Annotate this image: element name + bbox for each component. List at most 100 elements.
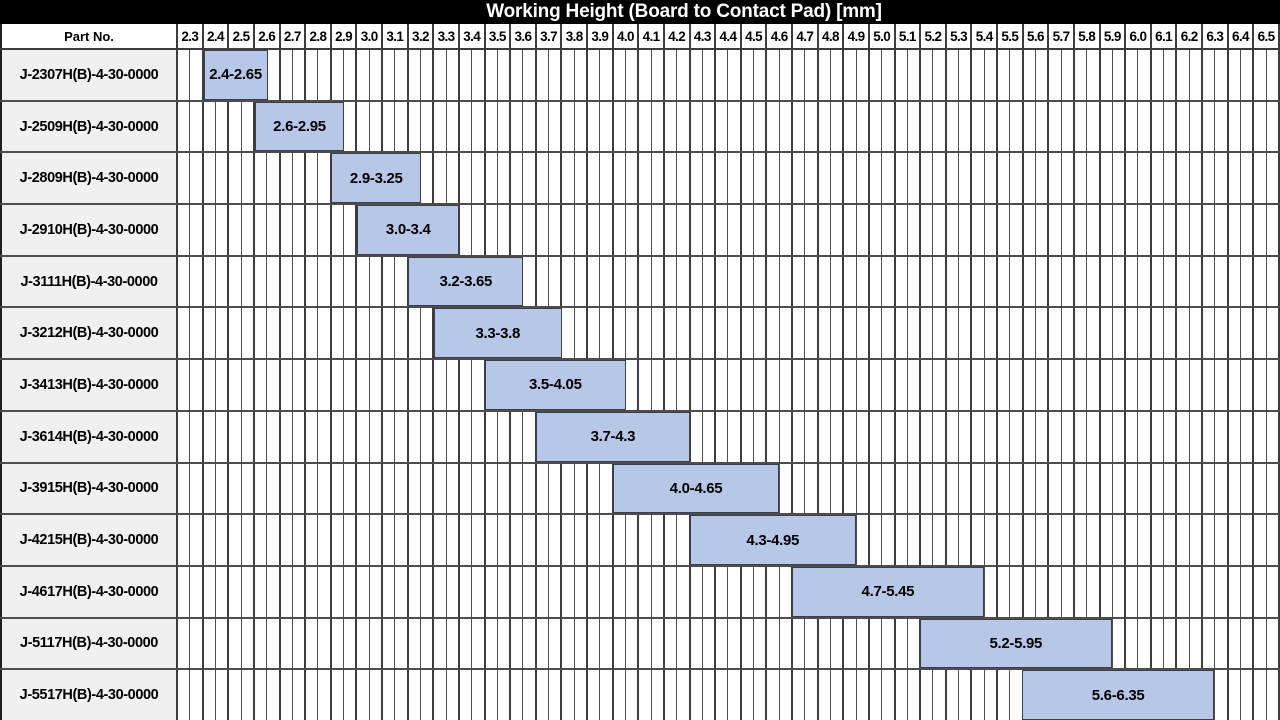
grid-cell	[765, 308, 778, 359]
part-number-cell: J-4215H(B)-4-30-0000	[0, 515, 178, 565]
grid-cell	[178, 619, 189, 669]
grid-cell	[906, 50, 919, 100]
grid-cell	[867, 360, 881, 410]
grid-cell	[1149, 411, 1163, 462]
grid-cell	[240, 153, 253, 204]
grid-cell	[214, 308, 227, 359]
axis-tick-label: 3.0	[355, 24, 381, 48]
row-grid: 4.3-4.95	[178, 515, 1280, 565]
grid-cell	[1098, 50, 1112, 100]
grid-cell	[381, 256, 394, 307]
grid-cell	[906, 411, 919, 462]
grid-cell	[714, 205, 727, 255]
grid-cell	[573, 618, 586, 669]
grid-cell	[983, 50, 996, 100]
grid-cell	[240, 566, 253, 617]
grid-cell	[483, 463, 497, 514]
grid-cell	[291, 153, 304, 204]
grid-cell	[1265, 618, 1278, 669]
grid-cell	[893, 670, 907, 720]
grid-cell	[266, 618, 278, 669]
grid-cell	[227, 256, 240, 307]
grid-cell	[611, 618, 625, 669]
grid-cell	[676, 50, 688, 100]
grid-cell	[586, 670, 599, 720]
grid-cell	[252, 205, 266, 255]
part-number-cell: J-2307H(B)-4-30-0000	[0, 50, 178, 100]
grid-cell	[919, 153, 932, 204]
grid-cell	[548, 515, 560, 565]
grid-cell	[662, 670, 676, 720]
grid-cell	[1047, 463, 1060, 514]
grid-cell	[996, 463, 1009, 514]
part-number-cell: J-2910H(B)-4-30-0000	[0, 205, 178, 255]
grid-cell	[1124, 463, 1137, 514]
grid-cell	[457, 566, 471, 617]
grid-cell	[522, 101, 534, 152]
grid-cell	[1047, 308, 1060, 359]
grid-cell	[1086, 308, 1098, 359]
grid-cell	[1188, 566, 1201, 617]
grid-cell	[944, 463, 958, 514]
grid-cell	[1098, 101, 1112, 152]
grid-cell	[573, 670, 586, 720]
grid-cell	[406, 256, 420, 307]
grid-cell	[1034, 515, 1047, 565]
grid-cell	[1009, 566, 1021, 617]
row-grid: 4.7-5.45	[178, 566, 1280, 617]
grid-cell	[650, 618, 663, 669]
grid-cell	[816, 670, 830, 720]
grid-cell	[1111, 256, 1124, 307]
grid-cell	[534, 618, 548, 669]
grid-cell	[701, 50, 714, 100]
grid-cell	[201, 256, 215, 307]
grid-cell	[739, 205, 753, 255]
grid-cell	[1201, 463, 1214, 514]
grid-cell	[739, 360, 753, 410]
range-bar: 5.6-6.35	[1022, 670, 1215, 720]
grid-cell	[1201, 101, 1214, 152]
grid-cell	[1021, 360, 1035, 410]
grid-cell	[445, 515, 458, 565]
grid-cell	[727, 101, 739, 152]
grid-cell	[611, 205, 625, 255]
part-number-cell: J-5517H(B)-4-30-0000	[0, 670, 178, 720]
grid-cell	[304, 566, 317, 617]
row-grid: 5.2-5.95	[178, 618, 1280, 669]
grid-cell	[252, 153, 266, 204]
grid-cell	[178, 308, 189, 358]
grid-cell	[343, 360, 355, 410]
grid-cell	[189, 515, 201, 565]
grid-cell	[662, 308, 676, 359]
grid-cell	[637, 205, 650, 255]
grid-cell	[791, 50, 804, 100]
grid-cell	[676, 618, 688, 669]
grid-cell	[765, 670, 778, 720]
grid-cell	[637, 50, 650, 100]
grid-cell	[355, 618, 368, 669]
grid-cell	[1252, 308, 1265, 359]
grid-cell	[432, 50, 445, 100]
grid-cell	[214, 256, 227, 307]
grid-cell	[765, 153, 778, 204]
grid-cell	[496, 50, 509, 100]
grid-cell	[355, 515, 368, 565]
grid-cell	[471, 50, 483, 100]
grid-cell	[1098, 463, 1112, 514]
grid-cell	[753, 256, 765, 307]
grid-cell	[1226, 411, 1240, 462]
grid-cell	[509, 515, 522, 565]
grid-cell	[1072, 153, 1086, 204]
grid-cell	[855, 670, 868, 720]
grid-cell	[1239, 308, 1252, 359]
grid-cell	[1086, 101, 1098, 152]
grid-cell	[586, 566, 599, 617]
grid-cell	[996, 308, 1009, 359]
grid-cell	[457, 360, 471, 410]
grid-cell	[637, 670, 650, 720]
grid-cell	[1239, 50, 1252, 100]
axis-tick-label: 4.4	[714, 24, 740, 48]
grid-cell	[1265, 205, 1278, 255]
grid-cell	[701, 411, 714, 462]
grid-cell	[548, 153, 560, 204]
